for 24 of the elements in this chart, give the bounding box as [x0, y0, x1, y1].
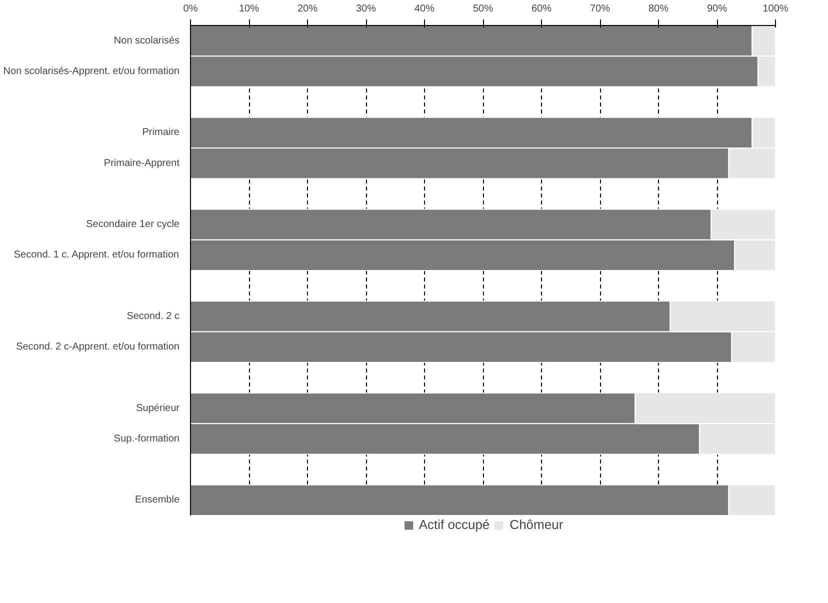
x-tick-label: 20% — [297, 4, 318, 14]
y-tick-label: Non scolarisés — [114, 35, 180, 46]
y-tick-label: Secondaire 1er cycle — [86, 219, 180, 230]
y-tick-label: Ensemble — [135, 494, 180, 506]
x-tick-label: 40% — [414, 4, 435, 14]
x-tick-label: 60% — [531, 4, 552, 14]
x-tick-label: 80% — [648, 4, 669, 14]
x-tick-label: 70% — [590, 4, 610, 14]
legend-label: Actif occupé — [418, 517, 490, 532]
y-tick-label: Second. 2 c — [126, 310, 180, 322]
y-tick-label: Second. 1 c. Apprent. et/ou formation — [14, 250, 179, 261]
y-tick-label: Supérieur — [136, 402, 180, 414]
y-tick-label: Second. 2 c-Apprent. et/ou formation — [16, 342, 180, 353]
y-tick-label: Primaire — [142, 127, 180, 138]
x-tick-label: 30% — [356, 4, 376, 14]
x-tick-label: 90% — [706, 4, 728, 14]
x-tick-label: 50% — [472, 4, 494, 14]
x-tick-label: 10% — [238, 4, 260, 14]
x-tick-label: 0% — [183, 4, 198, 14]
y-tick-label: Sup.-formation — [114, 433, 180, 444]
y-tick-label: Primaire-Apprent — [104, 158, 180, 169]
x-tick-label: 100% — [762, 4, 788, 14]
legend-label: Chômeur — [510, 517, 564, 532]
y-tick-label: Non scolarisés-Apprent. et/ou formation — [3, 66, 180, 77]
